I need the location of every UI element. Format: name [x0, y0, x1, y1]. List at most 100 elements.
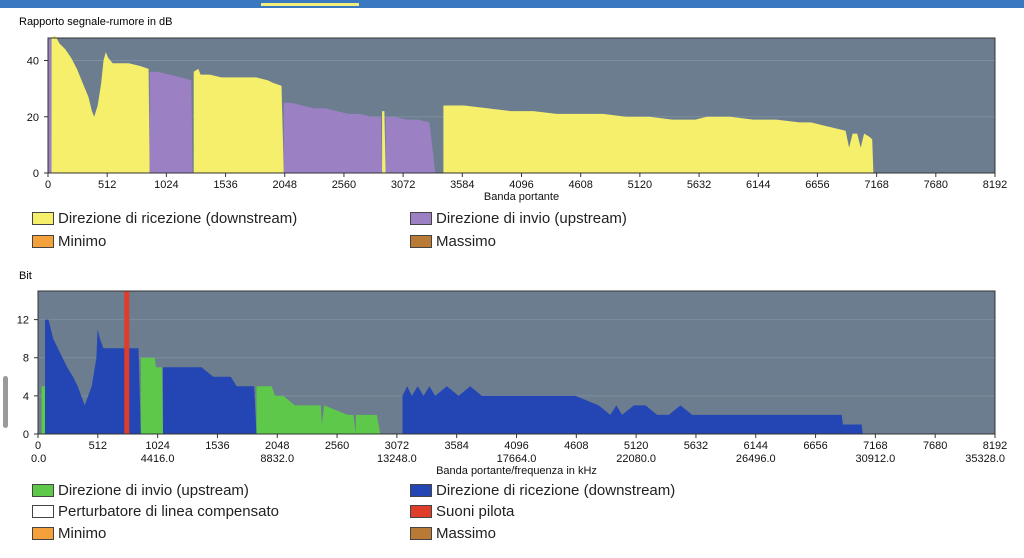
x-tick-label: 512	[98, 179, 116, 191]
x-tick-label: 1024	[154, 179, 178, 191]
x-tick-label: 3072	[385, 440, 409, 452]
series-area-1-1	[149, 71, 193, 173]
x-tick-label: 6144	[744, 440, 768, 452]
x-tick-label: 0	[35, 440, 41, 452]
series-area-0-1	[193, 68, 284, 173]
y-tick-label: 12	[17, 315, 29, 327]
x-tick-label: 1024	[145, 440, 169, 452]
x-tick-label: 512	[89, 440, 107, 452]
x-tick-label: 4096	[509, 179, 533, 191]
legend-item-minimum[interactable]: Minimo	[32, 523, 106, 543]
legend-swatch	[410, 483, 432, 497]
pilot-tone-line	[124, 291, 130, 434]
y-tick-label: 8	[23, 353, 29, 365]
legend-label: Massimo	[436, 524, 497, 542]
y-tick-label: 40	[27, 56, 39, 68]
series-area-0-2	[256, 386, 356, 434]
x-tick-label: 2560	[325, 440, 349, 452]
snr-chart: 0 512 1024 1536 2048 2560 3072 3584 4096 4608 5120…	[27, 35, 1007, 203]
legend-label: Minimo	[58, 232, 107, 250]
scrollbar-handle[interactable]	[3, 376, 8, 428]
x-tick-label: 2048	[273, 179, 297, 191]
x-tick-label: 3072	[391, 179, 415, 191]
x-tick-label: 5632	[687, 179, 711, 191]
x-freq-label: 4416.0	[141, 453, 175, 465]
legend-item-upstream[interactable]: Direzione di invio (upstream)	[410, 208, 627, 228]
x-tick-label: 2560	[332, 179, 356, 191]
x-tick-label: 5120	[624, 440, 648, 452]
x-tick-label: 4608	[568, 179, 592, 191]
legend-label: Suoni pilota	[436, 502, 515, 520]
x-tick-label: 3584	[444, 440, 468, 452]
legend-item-crosstalk[interactable]: Perturbatore di linea compensato	[32, 501, 279, 521]
x-freq-label: 17664.0	[497, 453, 537, 465]
x-tick-label: 7168	[863, 440, 887, 452]
legend-swatch	[32, 483, 54, 497]
legend-swatch	[32, 504, 54, 518]
x-tick-label: 7680	[923, 440, 947, 452]
legend-item-minimum[interactable]: Minimo	[32, 231, 106, 251]
x-tick-label: 4608	[564, 440, 588, 452]
legend-item-pilot-tones[interactable]: Suoni pilota	[410, 501, 514, 521]
x-axis-label: Banda portante/frequenza in kHz	[436, 465, 597, 477]
series-area-1-0	[48, 38, 52, 173]
x-freq-label: 13248.0	[377, 453, 417, 465]
legend-swatch	[410, 234, 432, 248]
legend-item-maximum[interactable]: Massimo	[410, 523, 496, 543]
series-area-0-2	[382, 111, 386, 173]
x-tick-label: 7680	[924, 179, 948, 191]
x-axis-label: Banda portante	[484, 191, 559, 203]
legend-item-upstream[interactable]: Direzione di invio (upstream)	[32, 480, 249, 500]
y-tick-label: 0	[23, 429, 29, 441]
x-freq-label: 26496.0	[736, 453, 776, 465]
chart2-ylabel: Bit	[19, 270, 32, 282]
x-tick-label: 6656	[805, 179, 829, 191]
legend-label: Direzione di invio (upstream)	[58, 481, 249, 499]
series-area-0-3	[355, 414, 381, 434]
top-bar	[0, 0, 1024, 8]
series-area-1-2	[402, 386, 863, 434]
y-tick-label: 0	[33, 168, 39, 180]
legend-item-downstream[interactable]: Direzione di ricezione (downstream)	[32, 208, 297, 228]
legend-label: Perturbatore di linea compensato	[58, 502, 279, 520]
x-tick-label: 1536	[205, 440, 229, 452]
series-area-0-0	[51, 35, 150, 174]
legend-label: Direzione di ricezione (downstream)	[58, 209, 298, 227]
x-tick-label: 8192	[983, 440, 1007, 452]
legend-label: Minimo	[58, 524, 107, 542]
x-tick-label: 3584	[450, 179, 474, 191]
x-freq-label: 30912.0	[855, 453, 895, 465]
series-area-0-3	[443, 105, 874, 173]
x-tick-label: 5120	[628, 179, 652, 191]
series-area-0-1	[140, 357, 163, 434]
series-area-1-1	[163, 367, 257, 434]
legend-item-maximum[interactable]: Massimo	[410, 231, 496, 251]
legend-label: Massimo	[436, 232, 497, 250]
legend-swatch	[32, 526, 54, 540]
y-tick-label: 4	[23, 391, 29, 403]
series-area-1-0	[45, 319, 141, 434]
x-tick-label: 5632	[684, 440, 708, 452]
x-freq-label: 8832.0	[260, 453, 294, 465]
legend-swatch	[410, 526, 432, 540]
legend-swatch	[32, 211, 54, 225]
legend-item-downstream[interactable]: Direzione di ricezione (downstream)	[410, 480, 675, 500]
legend-label: Direzione di ricezione (downstream)	[436, 481, 676, 499]
legend-swatch	[410, 504, 432, 518]
series-area-0-0	[41, 386, 46, 434]
legend-label: Direzione di invio (upstream)	[436, 209, 627, 227]
x-tick-label: 1536	[213, 179, 237, 191]
y-tick-label: 20	[27, 112, 39, 124]
legend-swatch	[410, 211, 432, 225]
x-tick-label: 6144	[746, 179, 770, 191]
x-tick-label: 0	[45, 179, 51, 191]
x-tick-label: 7168	[864, 179, 888, 191]
series-area-1-3	[385, 116, 436, 173]
x-tick-label: 4096	[504, 440, 528, 452]
x-tick-label: 6656	[803, 440, 827, 452]
chart1-ylabel: Rapporto segnale-rumore in dB	[19, 16, 173, 28]
legend-swatch	[32, 234, 54, 248]
series-area-1-2	[283, 102, 383, 173]
active-tab-indicator	[261, 3, 359, 6]
